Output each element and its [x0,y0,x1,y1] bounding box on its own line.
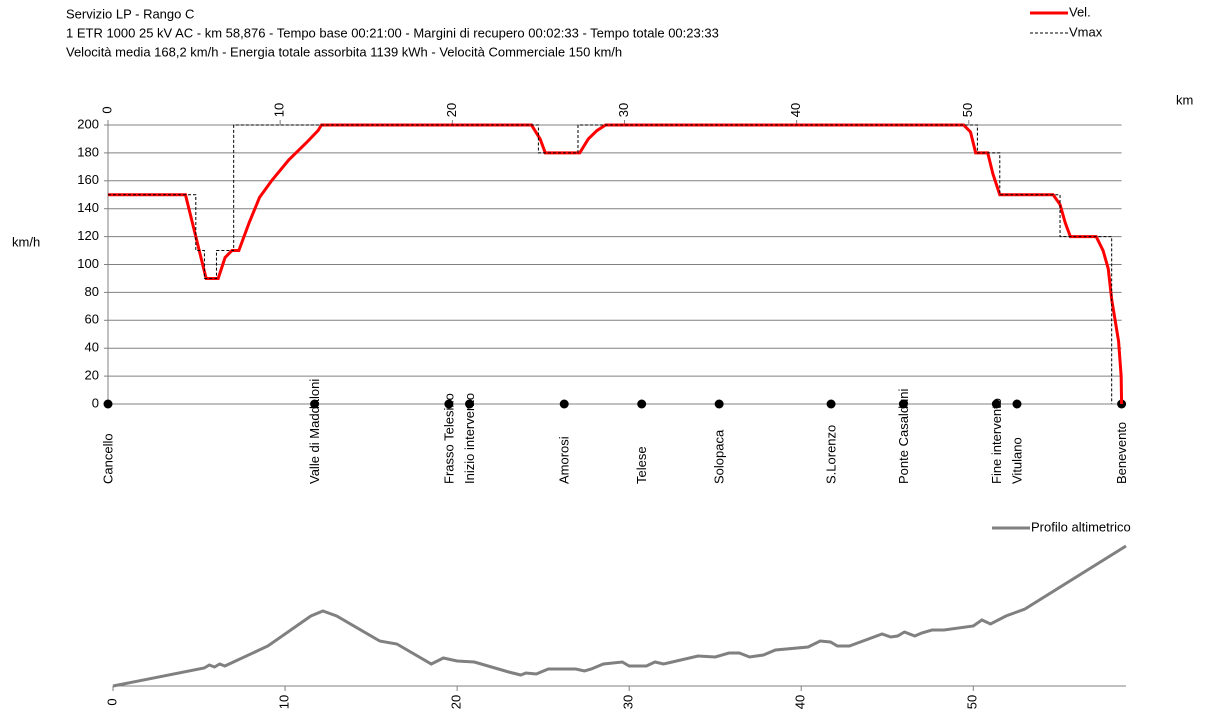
station-label: Amorosi [557,436,572,484]
x-tick-label: 50 [960,103,975,117]
station-label: Cancello [100,433,115,484]
legend-label: Profilo altimetrico [1031,519,1131,534]
x-tick-label: 30 [621,695,636,709]
station-label: Solopaca [712,429,727,484]
station-marker [465,399,475,409]
station-label: Vitulano [1009,437,1024,484]
y-tick-label: 120 [77,228,99,243]
x-tick-label: 20 [444,103,459,117]
x-tick-label: 10 [276,695,291,709]
x-tick-label: 40 [788,103,803,117]
x-tick-label: 10 [272,103,287,117]
station-label: Benevento [1114,422,1129,484]
x-tick-label: 20 [449,695,464,709]
station-label: Inizio intervento [462,393,477,484]
station-marker [103,399,113,409]
series-line [108,124,1113,404]
x-tick-label: 0 [99,106,114,113]
x-tick-label: 50 [965,695,980,709]
station-marker [637,399,647,409]
series-line [108,123,1124,405]
y-tick-label: 200 [77,116,99,131]
station-label: Frasso Telesino [441,393,456,484]
station-marker [991,399,1001,409]
station-label: Ponte Casalduni [896,388,911,484]
station-label: Telese [634,446,649,484]
series-line [112,544,1127,688]
y-tick-label: 160 [77,172,99,187]
y-tick-label: 0 [92,395,99,410]
station-marker [444,399,454,409]
y-tick-label: 20 [85,368,99,383]
legend-label: Vel. [1069,4,1091,19]
x-tick-label: 40 [793,695,808,709]
station-label: Valle di Maddaloni [307,379,322,484]
station-marker [714,399,724,409]
y-tick-label: 60 [85,312,99,327]
y-tick-label: 180 [77,144,99,159]
x-axis-label: km [1176,92,1193,107]
y-tick-label: 80 [85,284,99,299]
chart-subtitle: 1 ETR 1000 25 kV AC - km 58,876 - Tempo … [66,25,719,40]
station-label: S.Lorenzo [824,425,839,484]
y-axis-label: km/h [12,234,40,249]
station-label: Fine intervento [989,398,1004,484]
station-marker [898,399,908,409]
legend-label: Vmax [1069,24,1103,39]
station-marker [826,399,836,409]
y-tick-label: 100 [77,256,99,271]
station-marker [310,399,320,409]
chart-title: Servizio LP - Rango C [66,6,194,21]
y-tick-label: 40 [85,340,99,355]
y-tick-label: 140 [77,200,99,215]
station-marker [1012,399,1022,409]
x-tick-label: 30 [616,103,631,117]
station-marker [559,399,569,409]
x-tick-label: 0 [104,698,119,705]
chart-subtitle: Velocità media 168,2 km/h - Energia tota… [66,44,622,59]
